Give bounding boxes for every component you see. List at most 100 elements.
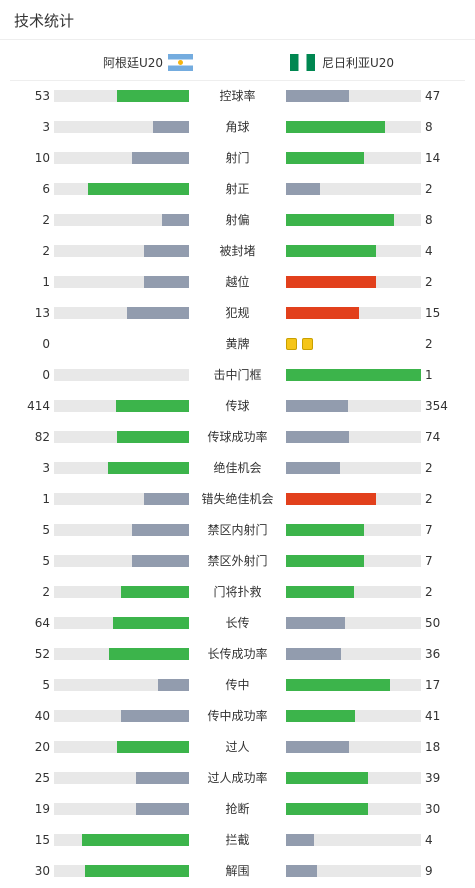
home-bar-track xyxy=(54,369,189,381)
home-value: 5 xyxy=(42,523,50,537)
home-bar-track xyxy=(54,214,189,226)
nigeria-flag-icon xyxy=(290,53,315,71)
stat-row: 13 犯规 15 xyxy=(0,298,475,329)
home-value: 53 xyxy=(34,89,50,103)
stat-row: 15 拦截 4 xyxy=(0,825,475,856)
away-value: 2 xyxy=(425,337,433,351)
stat-label: 长传 xyxy=(225,616,250,630)
away-value: 2 xyxy=(425,275,433,289)
home-bar-fill xyxy=(116,400,189,412)
away-bar-fill xyxy=(286,586,354,598)
away-bar-fill xyxy=(286,214,394,226)
away-bar-track xyxy=(286,617,421,629)
away-bar-track xyxy=(286,865,421,877)
stat-label: 门将扑救 xyxy=(213,585,262,599)
stat-label: 射偏 xyxy=(225,213,250,227)
away-bar-track xyxy=(286,493,421,505)
away-value: 7 xyxy=(425,554,433,568)
stat-row: 3 绝佳机会 2 xyxy=(0,453,475,484)
away-bar-fill xyxy=(286,679,390,691)
home-value: 5 xyxy=(42,678,50,692)
home-bar-fill xyxy=(109,648,189,660)
home-bar-track xyxy=(54,276,189,288)
stat-label: 绝佳机会 xyxy=(213,461,262,475)
away-bar-track xyxy=(286,772,421,784)
away-bar-track xyxy=(286,90,421,102)
home-value: 0 xyxy=(42,337,50,351)
stat-label: 越位 xyxy=(225,275,250,289)
home-bar-fill xyxy=(153,121,189,133)
home-value: 3 xyxy=(42,461,50,475)
home-bar-track xyxy=(54,741,189,753)
away-bar-fill xyxy=(286,648,341,660)
home-bar-track xyxy=(54,865,189,877)
yellow-card-icon xyxy=(286,338,297,350)
away-value: 7 xyxy=(425,523,433,537)
home-value: 20 xyxy=(34,740,50,754)
away-bar-track xyxy=(286,400,421,412)
stat-row: 1 越位 2 xyxy=(0,267,475,298)
home-value: 2 xyxy=(42,213,50,227)
home-bar-track xyxy=(54,648,189,660)
stat-label: 击中门框 xyxy=(213,368,262,382)
away-value: 17 xyxy=(425,678,441,692)
away-bar-track xyxy=(286,121,421,133)
away-bar-fill xyxy=(286,524,364,536)
away-value: 14 xyxy=(425,151,441,165)
home-bar-fill xyxy=(82,834,189,846)
away-value: 39 xyxy=(425,771,441,785)
home-team: 阿根廷U20 xyxy=(103,53,194,71)
away-bar-fill xyxy=(286,710,355,722)
away-value: 8 xyxy=(425,213,433,227)
away-bar-track xyxy=(286,276,421,288)
stat-label: 抢断 xyxy=(225,802,250,816)
home-bar-track xyxy=(54,803,189,815)
home-bar-track xyxy=(54,431,189,443)
away-bar-fill xyxy=(286,431,349,443)
away-bar-fill xyxy=(286,493,376,505)
away-bar-track xyxy=(286,245,421,257)
home-value: 1 xyxy=(42,492,50,506)
away-value: 15 xyxy=(425,306,441,320)
home-bar-track xyxy=(54,772,189,784)
away-bar-fill xyxy=(286,834,314,846)
away-value: 9 xyxy=(425,864,433,878)
away-bar-track xyxy=(286,586,421,598)
stat-label: 传球 xyxy=(225,399,250,413)
away-bar-fill xyxy=(286,369,421,381)
away-bar-track xyxy=(286,741,421,753)
home-value: 15 xyxy=(34,833,50,847)
away-bar-track xyxy=(286,679,421,691)
home-bar-fill xyxy=(113,617,189,629)
home-value: 5 xyxy=(42,554,50,568)
home-bar-fill xyxy=(117,90,189,102)
home-value: 1 xyxy=(42,275,50,289)
away-bar-fill xyxy=(286,865,317,877)
away-bar-track xyxy=(286,803,421,815)
stats-list: 53 控球率 47 3 角球 8 10 射门 14 6 射正 2 2 射偏 8 2 被封堵 4 1 越位 2 13 犯规 15… xyxy=(0,81,475,887)
home-bar-fill xyxy=(121,710,189,722)
away-bar-track xyxy=(286,462,421,474)
away-bar-track xyxy=(286,369,421,381)
home-bar-track xyxy=(54,679,189,691)
stat-row: 52 长传成功率 36 xyxy=(0,639,475,670)
home-bar-fill xyxy=(144,493,189,505)
home-bar-fill xyxy=(132,152,189,164)
away-team-name: 尼日利亚U20 xyxy=(322,55,395,70)
stat-row: 5 禁区内射门 7 xyxy=(0,515,475,546)
away-bar-fill xyxy=(286,121,385,133)
away-bar-fill xyxy=(286,462,340,474)
stat-label: 被封堵 xyxy=(219,244,256,258)
away-value: 8 xyxy=(425,120,433,134)
stat-label: 过人成功率 xyxy=(207,771,268,785)
away-bar-track xyxy=(286,524,421,536)
away-bar-track xyxy=(286,307,421,319)
home-bar-track xyxy=(54,586,189,598)
home-bar-fill xyxy=(132,524,189,536)
home-team-name: 阿根廷U20 xyxy=(103,55,164,70)
away-yellow-cards xyxy=(286,338,318,350)
home-value: 10 xyxy=(34,151,50,165)
stat-label: 传中 xyxy=(225,678,250,692)
stat-row: 414 传球 354 xyxy=(0,391,475,422)
stat-label: 射门 xyxy=(225,151,250,165)
